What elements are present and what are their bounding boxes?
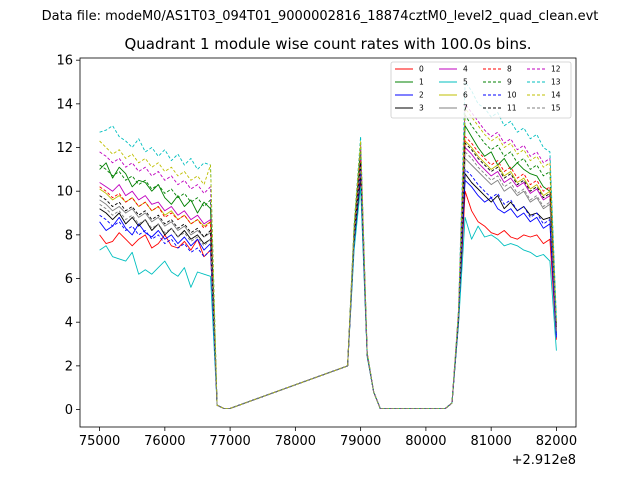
legend-label-10: 10 <box>507 91 517 100</box>
legend-label-6: 6 <box>463 91 468 100</box>
y-tick-label: 2 <box>65 359 73 374</box>
y-tick-label: 12 <box>56 141 73 156</box>
y-tick-label: 16 <box>56 54 73 69</box>
x-tick-label: 80000 <box>405 434 446 449</box>
legend-label-1: 1 <box>419 78 424 87</box>
legend-label-13: 13 <box>551 78 561 87</box>
y-tick-label: 10 <box>56 185 73 200</box>
series-line-12 <box>99 103 557 409</box>
plot-frame <box>79 57 577 428</box>
chart-title: Quadrant 1 module wise count rates with … <box>124 35 531 53</box>
legend-label-2: 2 <box>419 91 424 100</box>
legend-label-8: 8 <box>507 65 512 74</box>
y-tick-label: 4 <box>65 316 73 331</box>
y-tick-label: 0 <box>65 403 73 418</box>
legend-label-4: 4 <box>463 65 468 74</box>
x-tick-label: 81000 <box>470 434 511 449</box>
legend-label-12: 12 <box>551 65 561 74</box>
x-tick-label: 76000 <box>144 434 185 449</box>
series-lines <box>99 81 557 409</box>
series-line-15 <box>99 151 557 409</box>
x-tick-label: 77000 <box>209 434 250 449</box>
x-tick-label: 82000 <box>536 434 577 449</box>
suptitle: Data file: modeM0/AS1T03_094T01_90000028… <box>42 9 599 24</box>
legend-frame <box>390 61 572 119</box>
legend-label-15: 15 <box>551 104 561 113</box>
legend-label-11: 11 <box>507 104 517 113</box>
legend-label-7: 7 <box>463 104 468 113</box>
y-tick-label: 14 <box>56 97 73 112</box>
y-tick-label: 8 <box>65 228 73 243</box>
legend-label-5: 5 <box>463 78 468 87</box>
series-line-9 <box>99 114 557 409</box>
series-line-5 <box>99 186 557 409</box>
x-tick-label: 79000 <box>340 434 381 449</box>
x-tick-label: 75000 <box>79 434 120 449</box>
legend-label-3: 3 <box>419 104 424 113</box>
x-offset-label: +2.912e8 <box>512 453 576 468</box>
y-tick-label: 6 <box>65 272 73 287</box>
axis-ticks: 75000 76000 77000 78000 79000 80000 81000 82000… <box>56 54 577 449</box>
series-line-14 <box>99 107 557 409</box>
legend-label-14: 14 <box>551 91 561 100</box>
plot-area <box>80 58 576 427</box>
x-tick-label: 78000 <box>275 434 316 449</box>
legend-label-0: 0 <box>419 65 424 74</box>
legend-label-9: 9 <box>507 78 512 87</box>
